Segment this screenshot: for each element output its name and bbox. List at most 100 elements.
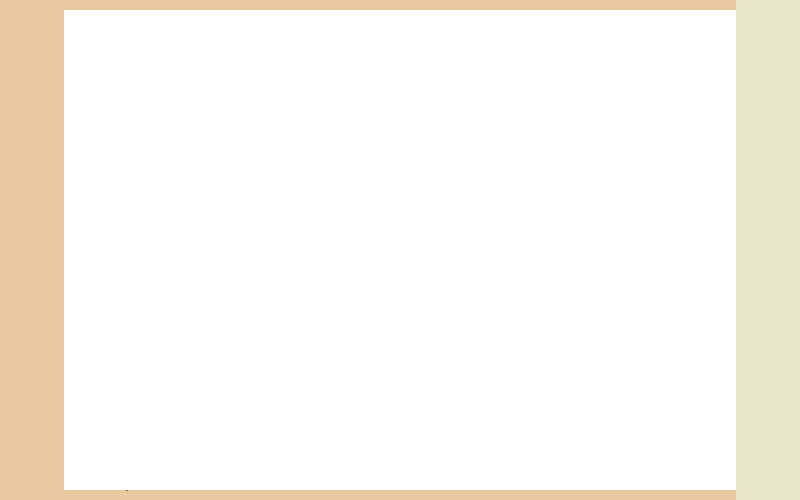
Text: Grapefruit: Grapefruit [84,320,129,330]
Text: 4,060: 4,060 [405,340,427,348]
Text: California: California [99,198,136,207]
Text: 1,600: 1,600 [690,368,713,377]
Text: 52,800: 52,800 [485,283,514,292]
Text: Florida All Orange Production Down 3 Percent: Florida All Orange Production Down 3 Per… [84,76,293,85]
Text: 3,500: 3,500 [690,358,713,368]
Text: 4,700: 4,700 [405,358,427,368]
Text: 9,500: 9,500 [492,245,514,254]
Text: (1,000 boxes): (1,000 boxes) [454,172,500,178]
Text: 21,000: 21,000 [686,444,713,452]
Text: June 10, 2022: June 10, 2022 [661,108,709,114]
Text: 1,400: 1,400 [690,396,713,406]
Text: United States Department of Agriculture: United States Department of Agriculture [314,20,486,30]
Text: 10,800: 10,800 [400,245,427,254]
Text: 1,050: 1,050 [493,302,514,311]
Text: 21,300: 21,300 [488,406,514,414]
Text: 43,300: 43,300 [400,198,427,207]
Text: MATURITY TEST RESULTS AND FRUIT SIZE: MATURITY TEST RESULTS AND FRUIT SIZE [373,40,583,48]
Text: Florida: Florida [99,283,130,292]
Text: 4,100: 4,100 [689,330,713,339]
Text: COUNTS: COUNTS [677,28,694,32]
Text: 8,500: 8,500 [583,245,605,254]
Text: 39,000: 39,000 [686,198,713,207]
Text: 23,420: 23,420 [400,453,427,462]
Text: ³ Includes tangors.: ³ Includes tangors. [84,486,140,492]
Text: 46,000: 46,000 [576,283,605,292]
Text: 300: 300 [698,208,713,216]
Text: United States: United States [99,415,151,424]
Text: 3,480: 3,480 [493,340,514,348]
Text: 50: 50 [505,254,514,264]
Text: 9,200: 9,200 [690,378,713,386]
Text: California: California [99,406,136,414]
Text: White: White [114,349,136,358]
Text: May 12, 2022: May 12, 2022 [662,95,709,101]
Text: 3,300: 3,300 [690,340,713,348]
Text: (1,000 boxes): (1,000 boxes) [367,172,413,178]
Text: and tangerines and mandarins in California-80; Florida-95.: and tangerines and mandarins in Californ… [84,468,266,473]
Text: 400: 400 [698,302,713,311]
Text: Florida All Tangerine and Tangelo Production Down 11 Percent: Florida All Tangerine and Tangelo Produc… [84,126,333,135]
Text: 40,600: 40,600 [487,198,514,207]
Text: United States: United States [99,217,151,226]
Text: 25,300: 25,300 [400,406,427,414]
Text: 1,000: 1,000 [493,208,514,216]
Text: 550: 550 [590,302,605,311]
Text: 21,000: 21,000 [578,444,605,452]
Text: 67,400: 67,400 [398,283,427,292]
Text: 44,500: 44,500 [683,283,713,292]
Text: 851 Trafalgar Ct. Suite 310E  Maitland, FL 32751-4132: 851 Trafalgar Ct. Suite 310E Maitland, F… [302,57,498,63]
Text: United States: United States [99,378,151,386]
Text: ² Navel and miscellaneous varieties in California. Early (including Navel) and m: ² Navel and miscellaneous varieties in C… [84,477,441,483]
Text: Texas: Texas [99,368,120,377]
Text: 48,740: 48,740 [400,264,427,273]
Text: 3,900: 3,900 [492,358,514,368]
Text: 23,000: 23,000 [686,406,713,414]
Text: Production ¹: Production ¹ [410,152,457,161]
Text: Florida: Florida [99,188,130,198]
Text: 22,100: 22,100 [488,415,514,424]
Text: Florida Non-Valencia Orange Production Down 3 Percent: Florida Non-Valencia Orange Production D… [84,88,340,98]
Text: 36,600: 36,600 [578,264,605,273]
Text: 30,100: 30,100 [485,236,514,244]
Text: 790: 790 [412,349,427,358]
Text: 21,800: 21,800 [686,453,713,462]
Text: 100: 100 [590,254,605,264]
Text: 54,100: 54,100 [400,292,427,302]
Text: 2020-2021: 2020-2021 [457,162,498,170]
Text: C: C [232,33,246,52]
Text: 64,300: 64,300 [487,217,514,226]
Text: 47,600: 47,600 [686,292,713,302]
Text: 4,100: 4,100 [581,330,605,339]
Text: 13,950: 13,950 [400,378,427,386]
Text: Crop and State: Crop and State [91,162,148,170]
Text: United States: United States [99,312,151,320]
Text: 11,100: 11,100 [578,378,605,386]
Text: 17,500: 17,500 [683,188,713,198]
Text: 890: 890 [498,434,514,443]
Text: Valencia Oranges: Valencia Oranges [84,226,160,235]
Text: 92,500: 92,500 [686,312,713,320]
Text: 450: 450 [590,208,605,216]
Text: April 8, 2022: April 8, 2022 [440,122,485,128]
Text: Citrus Production by Type – States and United States: Citrus Production by Type – States and U… [84,140,376,150]
Text: California ³: California ³ [99,444,142,452]
Text: 35,700: 35,700 [686,264,713,273]
Text: (1,000 boxes): (1,000 boxes) [642,172,688,178]
Text: Texas: Texas [99,302,120,311]
Text: 50,100: 50,100 [488,292,514,302]
Text: Florida Valencia Orange Production Down 4 Percent: Florida Valencia Orange Production Down … [84,101,319,110]
Text: 22,400: 22,400 [400,444,427,452]
Text: Arizona: Arizona [99,396,128,406]
Text: 53,450: 53,450 [578,217,605,226]
Text: 2019-2020: 2019-2020 [370,162,410,170]
Bar [98,32,202,41]
Text: United States: United States [99,453,151,462]
Text: Non-Valencia Oranges ²: Non-Valencia Oranges ² [84,179,186,188]
Text: 21,900: 21,900 [578,453,605,462]
Text: March 9, 2022: March 9, 2022 [440,108,490,114]
Text: 2021-2022 Forecasted Production ¹: 2021-2022 Forecasted Production ¹ [553,152,688,161]
Text: January: January [651,162,680,170]
Text: Texas: Texas [99,254,120,264]
Text: Florida All Grapefruit Production Unchanged: Florida All Grapefruit Production Unchan… [84,114,262,122]
